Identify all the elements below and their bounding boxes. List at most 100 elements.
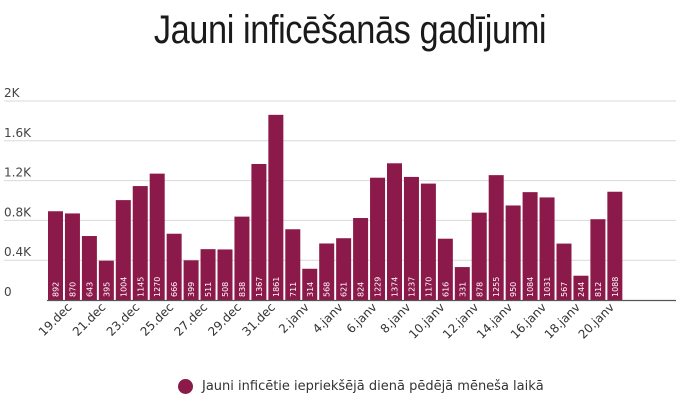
bar [607,191,623,300]
bar [353,218,369,300]
bar [183,260,199,300]
x-tick-label: 31.dec [239,300,278,339]
legend-swatch [178,378,193,394]
bar-value-label: 511 [204,282,213,297]
bar-value-label: 870 [68,282,77,297]
bar [336,238,352,300]
bar-value-label: 1170 [424,277,433,297]
bar-value-label: 508 [221,282,230,297]
bar [573,275,589,300]
y-tick-label: 2K [4,86,21,100]
x-tick-label: 25.dec [138,300,177,339]
y-axis-tick-labels: 0 0.4K 0.8K 1.2K 1.6K 2K [4,86,32,299]
grid-lines [4,100,676,261]
x-tick-label: 21.dec [70,300,109,339]
bar-value-label: 1004 [119,277,128,297]
bar-value-label: 1031 [543,277,552,297]
bar-value-label: 314 [306,282,315,297]
y-tick-label: 0.4K [4,245,32,259]
bar-value-label: 892 [52,282,61,297]
y-tick-label: 1.6K [4,126,32,140]
x-tick-label: 23.dec [104,300,143,339]
bar [217,249,233,300]
bar [234,216,250,300]
bar [132,186,148,300]
legend: Jauni inficētie iepriekšējā dienā pēdējā… [178,376,544,396]
bar-value-label: 1088 [611,277,620,297]
x-tick-label: 16.janv [508,300,549,341]
bar-value-label: 824 [357,282,366,297]
bar-value-label: 568 [323,282,332,297]
bar-value-label: 1084 [526,277,535,297]
bar [115,200,131,300]
x-tick-label: 29.dec [205,300,244,339]
bar-value-label: 711 [289,282,298,297]
x-tick-label: 10.janv [406,300,447,341]
bars [48,114,623,300]
bar [370,177,386,300]
bar [302,268,318,300]
bar-value-label: 1861 [272,277,281,297]
bar-value-label: 1145 [136,277,145,297]
x-tick-label: 14.janv [474,300,515,341]
bar-value-labels: 892 870 643 395 1004 1145 1270 666 399 511 508 838 1… [52,277,620,297]
bar-value-label: 643 [85,282,94,297]
x-axis-tick-labels: 19.dec21.dec23.dec25.dec27.dec29.dec31.d… [36,300,617,341]
bar [556,243,572,300]
x-tick-label: 19.dec [36,300,75,339]
bar-value-label: 1367 [255,277,264,297]
bar-value-label: 878 [475,282,484,297]
x-tick-label: 4.janv [310,300,346,336]
bar-value-label: 395 [102,282,111,297]
page-title: Jauni inficēšanās gadījumi [153,8,547,52]
bar [420,183,436,300]
bar [98,260,114,300]
y-tick-label: 0.8K [4,205,32,219]
bar [268,114,284,300]
x-tick-label: 27.dec [172,300,211,339]
x-tick-label: 6.janv [344,300,380,336]
x-tick-label: 18.janv [542,300,583,341]
bar [437,238,453,300]
bar [285,229,301,300]
bar [81,236,97,300]
bar [590,219,606,300]
bar [488,175,504,300]
bar-value-label: 1237 [407,277,416,297]
bar-value-label: 616 [441,282,450,297]
bar [149,173,165,300]
bar [251,163,267,300]
bar [200,249,216,300]
bar-value-label: 331 [458,282,467,297]
bar-value-label: 1270 [153,277,162,297]
bar-value-label: 399 [187,282,196,297]
x-tick-label: 2.janv [276,300,312,336]
bar-value-label: 1255 [492,277,501,297]
bar-value-label: 244 [577,282,586,297]
bar [166,233,182,300]
y-tick-label: 1.2K [4,166,32,180]
bar [48,211,63,300]
bar [471,212,487,300]
x-tick-label: 12.janv [440,300,481,341]
bar [64,213,80,300]
bar [319,243,335,300]
bar-value-label: 812 [594,282,603,297]
bar-value-label: 1374 [391,277,400,297]
y-tick-label: 0 [4,285,12,299]
legend-label: Jauni inficētie iepriekšējā dienā pēdējā… [202,378,544,394]
bar [403,176,419,300]
bar [454,267,470,300]
bar [539,197,555,300]
bar-value-label: 1229 [374,277,383,297]
bar-value-label: 950 [509,282,518,297]
bar-value-label: 567 [560,282,569,297]
bar-value-label: 838 [238,282,247,297]
x-tick-label: 20.janv [576,300,617,341]
bar-value-label: 621 [340,282,349,297]
bar-value-label: 666 [170,282,179,297]
bar [505,205,521,300]
bar [387,163,402,300]
bar [522,192,538,300]
